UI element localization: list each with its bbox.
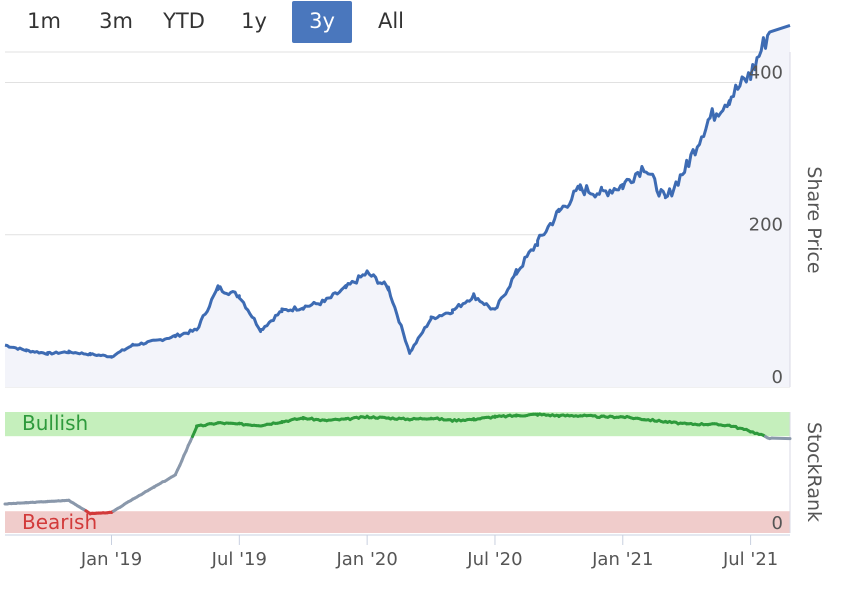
x-tick-label: Jan '21: [591, 549, 653, 570]
range-button-3m[interactable]: 3m: [99, 9, 133, 33]
bearish-label: Bearish: [22, 510, 97, 534]
x-tick-label: Jul '21: [722, 549, 778, 570]
rank-tick-label: 0: [772, 513, 783, 534]
price-panel: 0 200 400 Share Price: [4, 23, 825, 388]
share-price-axis-title: Share Price: [803, 166, 825, 273]
range-button-1y[interactable]: 1y: [241, 9, 267, 33]
price-area: [5, 25, 790, 388]
range-button-1m[interactable]: 1m: [27, 9, 61, 33]
bearish-band: [5, 511, 790, 533]
range-selector: 1m 3m YTD 1y 3y All: [0, 0, 843, 46]
stockrank-segment: [770, 436, 792, 441]
range-button-ytd[interactable]: YTD: [163, 9, 205, 33]
stockrank-panel: Bullish Bearish 0 StockRank: [3, 411, 825, 534]
x-tick-label: Jul '19: [211, 549, 267, 570]
price-tick-label: 400: [749, 62, 783, 83]
x-tick-label: Jan '20: [335, 549, 397, 570]
x-tick-label: Jul '20: [466, 549, 522, 570]
bullish-label: Bullish: [22, 411, 88, 435]
bullish-band: [5, 412, 790, 437]
range-button-all[interactable]: All: [377, 9, 405, 33]
price-tick-label: 0: [772, 367, 783, 388]
price-line: [4, 23, 791, 359]
stockrank-axis-title: StockRank: [803, 422, 825, 522]
range-button-3y[interactable]: 3y: [292, 1, 352, 43]
price-tick-label: 200: [749, 215, 783, 236]
x-axis: Jan '19 Jul '19 Jan '20 Jul '20 Jan '21 Jul '…: [5, 534, 790, 570]
x-tick-label: Jan '19: [80, 549, 142, 570]
